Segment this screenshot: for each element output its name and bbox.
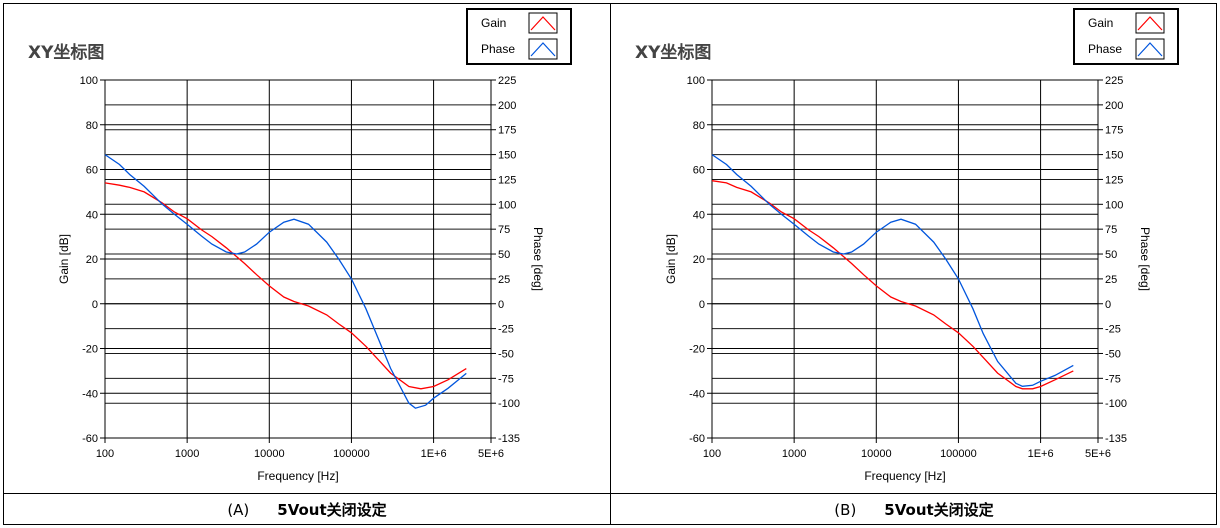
y2-tick-label: -25: [1105, 324, 1121, 336]
legend-label-gain: Gain: [481, 16, 506, 30]
y2-tick-label: 150: [498, 150, 516, 162]
legend-swatch-box: [528, 38, 558, 60]
y2-axis-label: Phase [deg]: [1138, 227, 1152, 291]
y-tick-label: -60: [689, 433, 705, 445]
x-tick-label: 1000: [175, 448, 199, 460]
x-tick-label: 1E+6: [421, 448, 447, 460]
y2-tick-label: 50: [498, 249, 510, 261]
chart-title: XY坐标图: [28, 42, 104, 63]
y-tick-label: 0: [92, 299, 98, 311]
y2-tick-label: 125: [498, 174, 516, 186]
x-tick-label: 100: [96, 448, 114, 460]
y2-tick-label: 200: [1105, 100, 1123, 112]
legend-label-phase: Phase: [481, 42, 515, 56]
caption-a: (A) 5Vout关闭设定: [4, 494, 610, 525]
y2-tick-label: 25: [1105, 274, 1117, 286]
panel-divider: [610, 3, 611, 525]
y2-axis-label: Phase [deg]: [531, 227, 545, 291]
y-tick-label: 80: [86, 120, 98, 132]
y2-tick-label: -100: [498, 398, 520, 410]
x-axis-label: Frequency [Hz]: [864, 469, 945, 483]
y-tick-label: 40: [693, 209, 705, 221]
y-tick-label: -60: [82, 433, 98, 445]
x-tick-label: 10000: [861, 448, 892, 460]
y-axis-label: Gain [dB]: [57, 234, 71, 284]
chart-panel-a: XY坐标图 100 1000 10000 100000 1E+6 5E+6 100 80 60 40…: [4, 4, 610, 493]
legend-label-phase: Phase: [1088, 42, 1122, 56]
y-tick-label: 20: [693, 254, 705, 266]
x-tick-label: 100000: [333, 448, 370, 460]
y-tick-label: -40: [689, 388, 705, 400]
y2-tick-label: -75: [498, 373, 514, 385]
y2-tick-label: -25: [498, 324, 514, 336]
y2-tick-label: -75: [1105, 373, 1121, 385]
y2-tick-label: 0: [1105, 299, 1111, 311]
legend-swatch-phase: [1137, 42, 1163, 57]
x-tick-label: 5E+6: [1085, 448, 1111, 460]
legend-swatch-gain: [1137, 16, 1163, 31]
caption-divider: [3, 493, 1217, 494]
y2-tick-label: 225: [498, 75, 516, 87]
x-tick-label: 1000: [782, 448, 806, 460]
y2-tick-label: 100: [498, 199, 516, 211]
y2-tick-label: 125: [1105, 174, 1123, 186]
caption-label: (B): [834, 500, 857, 519]
y2-tick-label: 25: [498, 274, 510, 286]
y2-tick-label: -100: [1105, 398, 1127, 410]
x-tick-label: 10000: [254, 448, 285, 460]
chart-panel-b: XY坐标图 100 1000 10000 100000 1E+6 5E+6 100 80 60 40…: [611, 4, 1217, 493]
caption-text: 5Vout关闭设定: [884, 501, 994, 519]
series-line-phase: [104, 154, 467, 409]
x-tick-label: 1E+6: [1028, 448, 1054, 460]
y2-tick-label: -135: [1105, 433, 1127, 445]
y2-tick-label: 75: [498, 224, 510, 236]
y2-tick-label: 50: [1105, 249, 1117, 261]
y2-tick-label: 175: [1105, 125, 1123, 137]
y2-tick-label: 150: [1105, 150, 1123, 162]
y-tick-label: -40: [82, 388, 98, 400]
y2-tick-label: 75: [1105, 224, 1117, 236]
y-axis-label: Gain [dB]: [664, 234, 678, 284]
y-tick-label: 60: [86, 165, 98, 177]
y2-tick-label: 200: [498, 100, 516, 112]
x-tick-label: 5E+6: [478, 448, 504, 460]
series-line-gain: [104, 182, 467, 390]
legend-swatch-box: [1135, 38, 1165, 60]
x-tick-label: 100: [703, 448, 721, 460]
chart-title: XY坐标图: [635, 42, 711, 63]
caption-text: 5Vout关闭设定: [277, 501, 387, 519]
y2-tick-label: 0: [498, 299, 504, 311]
y2-tick-label: 175: [498, 125, 516, 137]
legend-swatch-phase: [530, 42, 556, 57]
legend-swatch-box: [528, 12, 558, 34]
y-tick-label: 60: [693, 165, 705, 177]
y-tick-label: 80: [693, 120, 705, 132]
x-axis-label: Frequency [Hz]: [257, 469, 338, 483]
y2-tick-label: 100: [1105, 199, 1123, 211]
y2-tick-label: -50: [1105, 348, 1121, 360]
y-tick-label: 20: [86, 254, 98, 266]
caption-b: (B) 5Vout关闭设定: [611, 494, 1217, 525]
caption-label: (A): [227, 500, 250, 519]
legend-swatch-gain: [530, 16, 556, 31]
y-tick-label: 40: [86, 209, 98, 221]
y-tick-label: 100: [80, 75, 98, 87]
series-line-gain: [711, 180, 1074, 390]
y-tick-label: 0: [699, 299, 705, 311]
y2-tick-label: -50: [498, 348, 514, 360]
legend-swatch-box: [1135, 12, 1165, 34]
y-tick-label: -20: [82, 344, 98, 356]
y2-tick-label: -135: [498, 433, 520, 445]
series-line-phase: [711, 154, 1074, 387]
x-tick-label: 100000: [940, 448, 977, 460]
y-tick-label: -20: [689, 344, 705, 356]
y-tick-label: 100: [687, 75, 705, 87]
y2-tick-label: 225: [1105, 75, 1123, 87]
legend-label-gain: Gain: [1088, 16, 1113, 30]
